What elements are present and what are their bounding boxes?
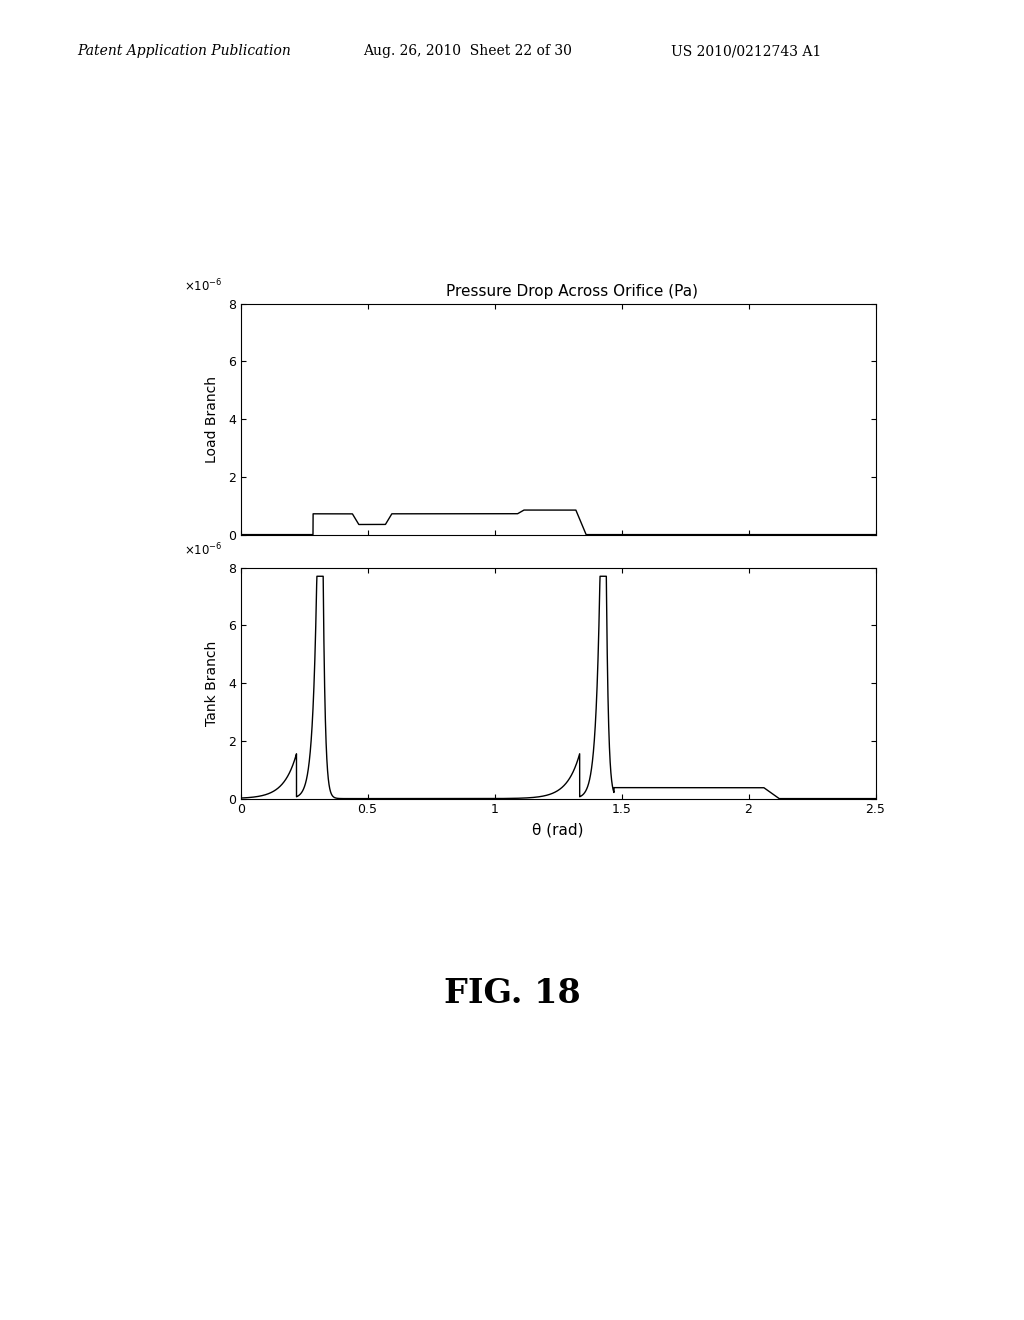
Y-axis label: Load Branch: Load Branch — [206, 376, 219, 462]
Text: Patent Application Publication: Patent Application Publication — [77, 45, 291, 58]
Y-axis label: Tank Branch: Tank Branch — [206, 640, 219, 726]
Text: Aug. 26, 2010  Sheet 22 of 30: Aug. 26, 2010 Sheet 22 of 30 — [364, 45, 572, 58]
Text: $\times$10$^{-6}$: $\times$10$^{-6}$ — [183, 277, 222, 294]
X-axis label: θ (rad): θ (rad) — [532, 822, 584, 837]
Text: FIG. 18: FIG. 18 — [443, 977, 581, 1010]
Text: $\times$10$^{-6}$: $\times$10$^{-6}$ — [183, 541, 222, 558]
Text: Pressure Drop Across Orifice (Pa): Pressure Drop Across Orifice (Pa) — [445, 284, 697, 298]
Text: US 2010/0212743 A1: US 2010/0212743 A1 — [671, 45, 821, 58]
